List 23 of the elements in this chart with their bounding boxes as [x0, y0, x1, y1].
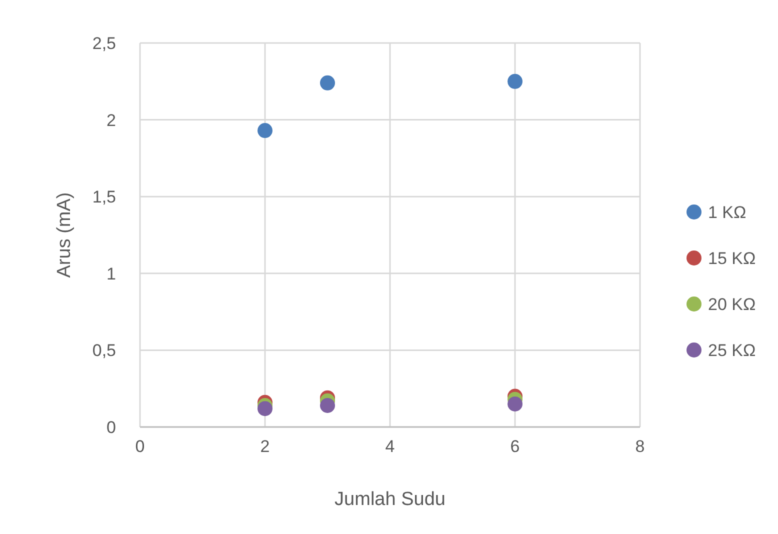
- x-axis-title: Jumlah Sudu: [334, 489, 446, 510]
- x-tick-label: 2: [260, 437, 270, 456]
- x-tick-label: 0: [135, 437, 145, 456]
- point: [258, 401, 272, 416]
- point: [508, 396, 522, 412]
- y-axis-title: Arus (mA): [54, 192, 75, 278]
- legend-label: 15 KΩ: [708, 249, 756, 268]
- y-tick-label: 0,5: [92, 341, 116, 360]
- legend-label: 25 KΩ: [708, 341, 756, 360]
- x-tick-label: 8: [635, 437, 645, 456]
- point: [320, 398, 335, 413]
- point: [508, 74, 522, 89]
- x-tick-label: 6: [510, 437, 520, 456]
- point: [258, 123, 272, 138]
- y-tick-label: 1,5: [92, 188, 116, 207]
- y-tick-label: 2: [106, 110, 116, 130]
- legend-label: 20 KΩ: [708, 295, 756, 314]
- legend-label: 1 KΩ: [708, 203, 746, 222]
- point: [320, 75, 335, 90]
- y-tick-label: 1: [106, 264, 116, 284]
- y-tick-label: 0: [106, 418, 116, 437]
- x-tick-label: 4: [385, 437, 395, 456]
- y-tick-label: 2,5: [92, 34, 116, 53]
